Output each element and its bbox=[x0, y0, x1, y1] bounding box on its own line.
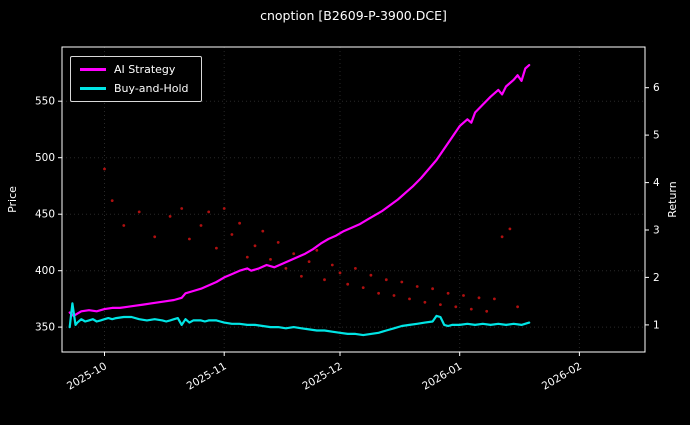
scatter-price-dot bbox=[168, 215, 172, 218]
scatter-price-dot bbox=[215, 246, 218, 250]
price-tick-label: 550 bbox=[35, 96, 55, 108]
scatter-price-dot bbox=[454, 305, 458, 309]
scatter-price-dot bbox=[137, 210, 141, 214]
return-tick-label: 1 bbox=[653, 319, 660, 331]
x-tick-label: 2026-02 bbox=[540, 360, 584, 392]
ai-strategy-line bbox=[68, 63, 531, 317]
scatter-price-dot bbox=[408, 297, 411, 301]
scatter-price-dot bbox=[261, 229, 265, 233]
return-tick-label: 4 bbox=[653, 177, 660, 189]
x-tick-label: 2025-12 bbox=[301, 360, 345, 392]
scatter-price-dot bbox=[180, 207, 184, 210]
scatter-price-dot bbox=[338, 271, 342, 275]
scatter-price-dot bbox=[462, 294, 465, 297]
scatter-price-dot bbox=[188, 237, 191, 241]
scatter-price-dot bbox=[361, 286, 365, 289]
scatter-price-dot bbox=[354, 267, 357, 270]
scatter-price-dot bbox=[315, 248, 319, 252]
scatter-price-dot bbox=[238, 221, 242, 225]
scatter-price-dot bbox=[207, 210, 211, 214]
scatter-price-dot bbox=[153, 235, 157, 239]
scatter-price-dot bbox=[103, 167, 106, 171]
return-tick-label: 3 bbox=[653, 225, 660, 237]
price-tick-label: 400 bbox=[35, 265, 55, 277]
scatter-price-dot bbox=[323, 278, 326, 282]
legend-label-buy-and-hold: Buy-and-Hold bbox=[114, 82, 189, 95]
scatter-price-dot bbox=[446, 291, 450, 295]
scatter-price-dot bbox=[245, 255, 249, 259]
scatter-price-dot bbox=[384, 278, 388, 282]
scatter-price-dot bbox=[292, 252, 296, 256]
scatter-price-dot bbox=[253, 244, 257, 248]
scatter-price-dot bbox=[330, 263, 334, 267]
scatter-price-dot bbox=[415, 285, 419, 288]
scatter-price-dot bbox=[284, 267, 288, 270]
scatter-price-dot bbox=[199, 224, 203, 227]
scatter-price-dot bbox=[307, 260, 311, 263]
scatter-price-dot bbox=[400, 280, 404, 284]
legend-swatch-ai-strategy bbox=[80, 68, 106, 71]
x-tick-label: 2025-11 bbox=[185, 360, 229, 392]
scatter-price-dot bbox=[423, 300, 427, 304]
scatter-price-dot bbox=[431, 287, 434, 291]
scatter-price-dot bbox=[230, 233, 234, 236]
scatter-price-dot bbox=[346, 282, 350, 286]
price-tick-label: 350 bbox=[35, 322, 55, 334]
scatter-price-dot bbox=[276, 241, 280, 244]
scatter-price-dot bbox=[122, 224, 126, 227]
scatter-price-dot bbox=[516, 305, 519, 309]
x-tick-label: 2025-10 bbox=[65, 360, 109, 392]
scatter-price-dot bbox=[485, 309, 489, 313]
buy-and-hold-line bbox=[68, 302, 531, 337]
scatter-price-dot bbox=[300, 274, 303, 278]
scatter-price-dot bbox=[269, 258, 272, 261]
legend: AI Strategy Buy-and-Hold bbox=[70, 56, 202, 102]
chart-title: cnoption [B2609-P-3900.DCE] bbox=[260, 8, 447, 23]
x-tick-label: 2026-01 bbox=[420, 360, 464, 392]
left-axis-label: Price bbox=[6, 186, 19, 213]
scatter-price-dot bbox=[500, 235, 504, 239]
scatter-price-dot bbox=[508, 227, 512, 231]
legend-label-ai-strategy: AI Strategy bbox=[114, 63, 176, 76]
scatter-price-dot bbox=[377, 291, 380, 295]
plot-border bbox=[61, 46, 646, 353]
scatter-price-dot bbox=[369, 273, 373, 277]
price-tick-label: 500 bbox=[35, 152, 55, 164]
price-tick-label: 450 bbox=[35, 209, 55, 221]
scatter-price-dot bbox=[222, 207, 226, 210]
scatter-price-dot bbox=[439, 303, 442, 306]
scatter-price-dot bbox=[469, 307, 473, 311]
legend-swatch-buy-and-hold bbox=[80, 87, 106, 90]
legend-entry-ai-strategy: AI Strategy bbox=[80, 63, 189, 76]
legend-entry-buy-and-hold: Buy-and-Hold bbox=[80, 82, 189, 95]
scatter-price-dot bbox=[493, 297, 496, 301]
return-tick-label: 6 bbox=[653, 82, 660, 94]
scatter-price-dot bbox=[477, 296, 481, 300]
scatter-price-dot bbox=[392, 294, 396, 297]
right-axis-label: Return bbox=[666, 181, 679, 218]
return-tick-label: 5 bbox=[653, 130, 660, 142]
return-tick-label: 2 bbox=[653, 272, 660, 284]
scatter-price-dot bbox=[110, 199, 114, 203]
